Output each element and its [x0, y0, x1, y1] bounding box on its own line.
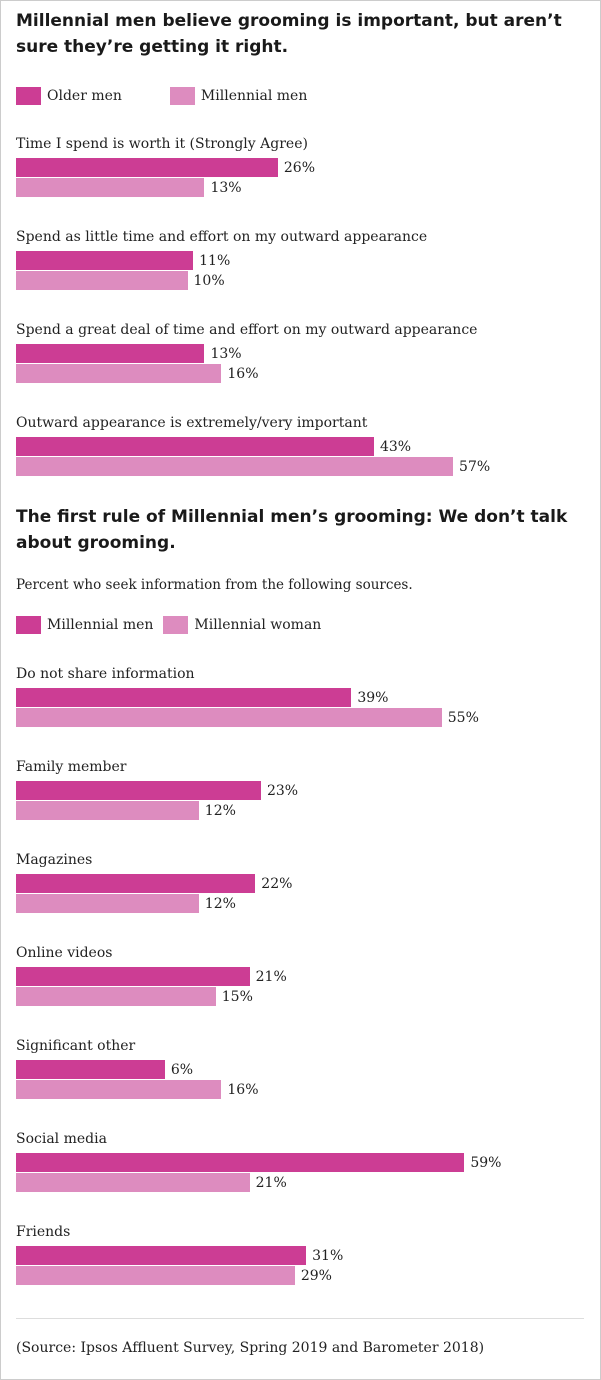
bar-secondary [16, 1173, 250, 1192]
legend-label: Millennial woman [194, 617, 322, 633]
data-label: 15% [221, 989, 253, 1005]
category-label: Family member [16, 759, 127, 775]
bar-primary [16, 158, 278, 177]
bar-group: Spend as little time and effort on my ou… [16, 227, 586, 291]
bar-group: Magazines 22% 12% [16, 850, 586, 914]
legend-label: Millennial men [47, 617, 154, 633]
bar-primary [16, 874, 256, 893]
category-label: Outward appearance is extremely/very imp… [16, 415, 368, 431]
data-label: 29% [300, 1268, 332, 1284]
category-label: Significant other [16, 1038, 136, 1054]
legend-item: Millennial men [16, 616, 153, 634]
data-label: 57% [459, 459, 491, 475]
data-label: 59% [470, 1155, 502, 1171]
category-label: Spend as little time and effort on my ou… [16, 229, 428, 245]
legend: Older men Millennial men [16, 86, 307, 106]
chart-subtitle: Percent who seek information from the fo… [16, 577, 413, 593]
data-label: 16% [227, 1082, 259, 1098]
data-label: 6% [170, 1062, 194, 1078]
bar-group: Friends 31% 29% [16, 1222, 586, 1286]
data-label: 22% [261, 876, 293, 892]
bar-secondary [16, 1266, 295, 1285]
legend: Millennial men Millennial woman [16, 615, 321, 635]
data-label: 55% [447, 710, 479, 726]
data-label: 26% [283, 160, 316, 176]
legend-swatch [169, 87, 195, 105]
bar-group: Time I spend is worth it (Strongly Agree… [16, 134, 586, 198]
bar-secondary [16, 801, 199, 820]
data-label: 39% [357, 690, 389, 706]
bar-secondary [16, 271, 188, 290]
bar-primary [16, 967, 250, 986]
bar-group: Social media 59% 21% [16, 1129, 586, 1193]
category-label: Do not share information [16, 666, 195, 682]
data-label: 10% [193, 273, 225, 289]
category-label: Time I spend is worth it (Strongly Agree… [16, 136, 308, 152]
bar-primary [16, 344, 205, 363]
bar-primary [16, 1153, 465, 1172]
bar-group: Family member 23% 12% [16, 757, 586, 821]
data-label: 43% [379, 439, 412, 455]
data-label: 12% [204, 896, 236, 912]
data-label: 31% [312, 1248, 344, 1264]
legend-swatch [163, 616, 189, 634]
bar-group: Spend a great deal of time and effort on… [16, 320, 586, 384]
data-label: 23% [266, 783, 299, 799]
bar-primary [16, 251, 194, 270]
bar-primary [16, 437, 374, 456]
data-label: 16% [227, 366, 259, 382]
bar-secondary [16, 708, 442, 727]
legend-item: Millennial men [169, 87, 308, 105]
category-label: Spend a great deal of time and effort on… [16, 322, 478, 338]
bar-primary [16, 688, 352, 707]
bar-group: Online videos 21% 15% [16, 943, 586, 1007]
bar-primary [16, 781, 261, 800]
bar-secondary [16, 178, 205, 197]
bar-secondary [16, 1080, 222, 1099]
legend-label: Older men [47, 88, 122, 104]
legend-swatch [16, 87, 41, 105]
data-label: 21% [255, 1175, 287, 1191]
category-label: Magazines [16, 852, 93, 868]
category-label: Friends [16, 1224, 71, 1240]
bar-primary [16, 1060, 165, 1079]
legend-item: Millennial woman [163, 616, 321, 634]
bar-primary [16, 1246, 307, 1265]
data-label: 13% [210, 346, 242, 362]
category-label: Online videos [16, 945, 113, 961]
legend-swatch [16, 616, 41, 634]
chart-title: Millennial men believe grooming is impor… [16, 11, 562, 57]
bar-group: Significant other 6% 16% [16, 1036, 586, 1100]
data-label: 11% [199, 253, 231, 269]
category-label: Social media [16, 1131, 107, 1147]
legend-item: Older men [16, 87, 122, 105]
bar-secondary [16, 987, 216, 1006]
data-label: 21% [255, 969, 287, 985]
bar-group: Do not share information 39% 55% [16, 664, 586, 728]
divider [16, 1318, 584, 1319]
bar-secondary [16, 894, 199, 913]
legend-label: Millennial men [200, 88, 308, 104]
data-label: 13% [210, 180, 242, 196]
bar-secondary [16, 364, 222, 383]
source-note: (Source: Ipsos Affluent Survey, Spring 2… [16, 1340, 485, 1356]
bar-group: Outward appearance is extremely/very imp… [16, 413, 586, 477]
bar-secondary [16, 457, 454, 476]
data-label: 12% [204, 803, 236, 819]
chart-title: The first rule of Millennial men’s groom… [16, 507, 568, 553]
